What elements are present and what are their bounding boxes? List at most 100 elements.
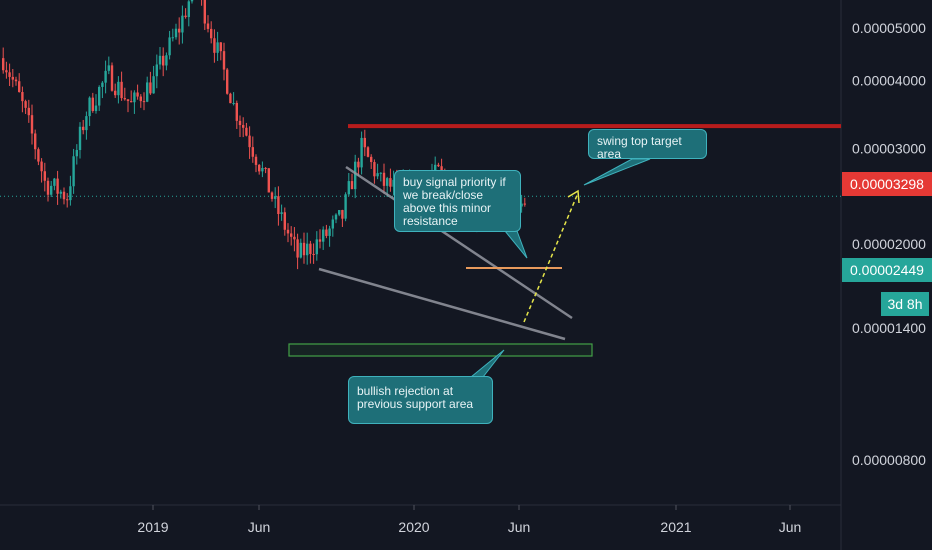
candle-body [43, 171, 46, 181]
x-tick-label: Jun [779, 519, 802, 535]
candle-body [78, 126, 82, 151]
candle-body [184, 15, 187, 18]
projection-arrow [523, 192, 579, 323]
candle-body [274, 196, 277, 199]
candle-body [149, 82, 152, 94]
candle-body [331, 219, 334, 229]
candle-body [27, 107, 30, 116]
buy-signal-callout[interactable]: buy signal priority if we break/close ab… [394, 170, 521, 232]
candle-body [382, 172, 386, 186]
y-tick-label: 0.00002000 [852, 236, 926, 252]
candle-body [46, 180, 50, 195]
drawings [288, 124, 841, 378]
candle-body [357, 161, 360, 168]
candle-body [82, 126, 85, 131]
swing-target-callout[interactable]: swing top target area [588, 129, 707, 161]
support-box [288, 343, 593, 357]
candle-body [30, 115, 34, 134]
bullish-rejection-text: bullish rejection at previous support ar… [357, 384, 474, 411]
candle-body [280, 212, 283, 215]
candle-body [110, 65, 114, 91]
candle-body [158, 55, 162, 65]
candle-body [59, 191, 62, 194]
candle-body [350, 181, 354, 190]
candle-body [85, 116, 88, 131]
candle-body [104, 70, 107, 83]
candle-body [50, 185, 53, 195]
candle-body [222, 51, 226, 70]
candle-body [318, 239, 322, 242]
candle-body [434, 164, 437, 176]
candle-body [66, 199, 69, 201]
candle-body [213, 38, 216, 53]
candle-body [94, 105, 98, 111]
candle-body [24, 101, 27, 108]
candle-body [338, 210, 341, 215]
candle-body [187, 1, 190, 18]
candle-body [168, 37, 171, 56]
candle-body [296, 239, 299, 258]
candle-body [354, 161, 357, 190]
candle-body [120, 81, 123, 99]
candle-body [72, 156, 75, 187]
candle-body [165, 55, 168, 66]
resistance-price-label: 0.00003298 [842, 172, 932, 196]
candle-body [309, 243, 312, 254]
y-tick-label: 0.00004000 [852, 73, 926, 89]
buy-signal-text: buy signal priority if we break/close ab… [403, 175, 506, 228]
bullish-rejection-callout[interactable]: bullish rejection at previous support ar… [348, 376, 493, 424]
candle-body [238, 120, 242, 126]
candle-body [264, 167, 267, 169]
candle-body [248, 135, 251, 148]
y-tick-label: 0.00001400 [852, 320, 926, 336]
candle-body [363, 137, 366, 148]
lower-trendline [318, 267, 566, 341]
candle-body [75, 150, 78, 157]
candle-body [21, 92, 24, 102]
candle-body [389, 178, 392, 187]
candle-body [270, 192, 274, 199]
candle-body [328, 228, 331, 236]
candle-body [123, 98, 126, 100]
candle-body [293, 236, 296, 240]
candle-body [341, 210, 344, 219]
candle-body [325, 229, 328, 236]
candle-body [171, 37, 174, 39]
candle-body [376, 173, 379, 177]
candle-body [152, 76, 155, 94]
candle-body [283, 212, 286, 230]
candle-body [114, 90, 117, 96]
candle-body [229, 93, 232, 104]
candle-body [40, 161, 43, 172]
candle-body [2, 58, 5, 71]
candle-body [91, 97, 94, 111]
candle-body [261, 167, 264, 172]
y-tick-label: 0.00003000 [852, 140, 926, 156]
candle-body [334, 214, 338, 220]
candle-body [523, 203, 526, 205]
candle-body [69, 186, 72, 201]
candle-body [347, 181, 350, 195]
candle-body [34, 133, 37, 150]
candle-body [5, 70, 8, 73]
candle-body [315, 239, 318, 255]
candle-body [37, 149, 40, 162]
candle-body [520, 203, 523, 207]
candle-body [8, 72, 11, 77]
candle-body [210, 28, 213, 39]
x-tick-label: Jun [508, 519, 531, 535]
resistance-line [348, 124, 841, 129]
candle-body [190, 0, 194, 2]
candle-body [226, 69, 229, 94]
candle-body [235, 102, 238, 121]
candle-body [53, 178, 56, 186]
candle-body [56, 178, 59, 194]
candle-body [258, 164, 261, 172]
candle-body [155, 64, 158, 77]
x-tick-label: 2020 [398, 519, 429, 535]
axes: 0.00000800 0.00001400 0.00002000 0.00003000… [137, 20, 926, 535]
candle-body [306, 243, 309, 256]
candle-body [162, 55, 165, 66]
candle-body [437, 164, 440, 167]
